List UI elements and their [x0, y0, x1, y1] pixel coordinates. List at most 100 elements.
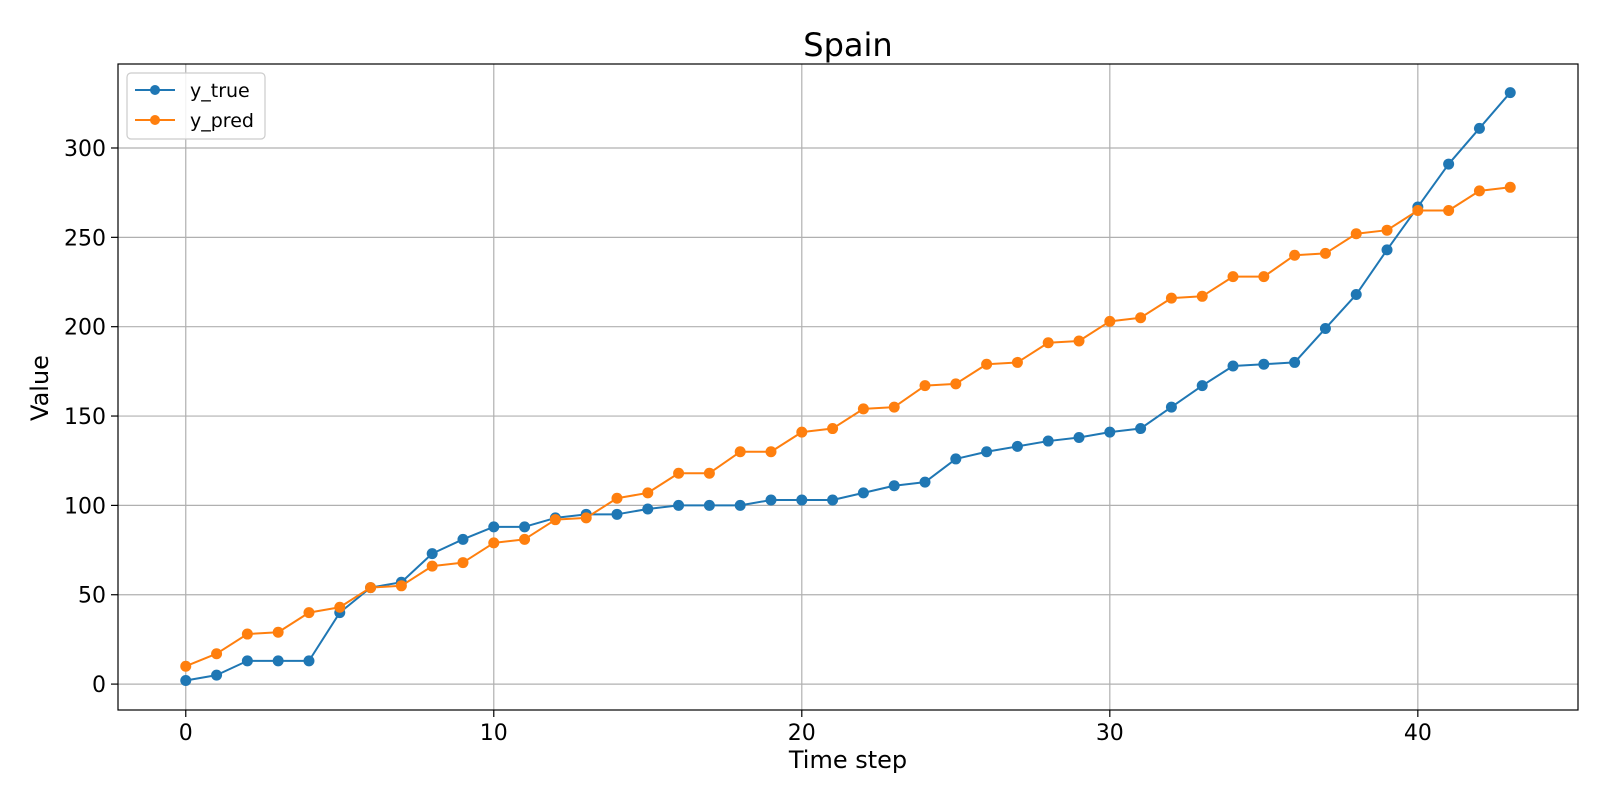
data-point-y-pred: [796, 426, 808, 438]
data-point-y-true: [1073, 431, 1085, 443]
data-point-y-pred: [981, 358, 993, 370]
data-point-y-true: [272, 655, 284, 667]
x-tick-label: 20: [788, 721, 816, 746]
data-point-y-pred: [642, 487, 654, 499]
data-point-y-pred: [395, 580, 407, 592]
legend-marker-y-pred: [150, 115, 160, 125]
y-tick-label: 50: [78, 584, 106, 609]
data-point-y-pred: [1196, 290, 1208, 302]
data-point-y-pred: [673, 467, 685, 479]
legend: y_true y_pred: [126, 72, 266, 140]
legend-marker-y-true: [150, 85, 160, 95]
data-point-y-pred: [1473, 185, 1485, 197]
data-point-y-pred: [765, 446, 777, 458]
data-point-y-pred: [426, 560, 438, 572]
data-point-y-true: [1350, 289, 1362, 301]
data-point-y-pred: [272, 626, 284, 638]
x-tick-label: 40: [1404, 721, 1432, 746]
data-point-y-pred: [180, 660, 192, 672]
data-point-y-true: [1165, 401, 1177, 413]
y-tick-label: 150: [64, 405, 106, 430]
data-point-y-true: [488, 521, 500, 533]
legend-label-y-true: y_true: [190, 80, 250, 102]
data-point-y-pred: [1227, 271, 1239, 283]
series-line-y-true: [185, 91, 1511, 682]
data-point-y-pred: [734, 446, 746, 458]
data-point-y-true: [827, 494, 839, 506]
data-point-y-true: [765, 494, 777, 506]
data-point-y-pred: [1011, 356, 1023, 368]
data-point-y-pred: [1135, 312, 1147, 324]
series-layer: [180, 87, 1516, 687]
data-point-y-true: [1227, 360, 1239, 372]
data-point-y-true: [1504, 87, 1516, 99]
data-point-y-pred: [1504, 181, 1516, 193]
data-point-y-true: [426, 548, 438, 560]
data-point-y-pred: [1289, 249, 1301, 261]
data-point-y-true: [1196, 380, 1208, 392]
series-y-pred: [180, 181, 1516, 672]
data-point-y-pred: [703, 467, 715, 479]
data-point-y-pred: [549, 514, 561, 526]
data-point-y-true: [1289, 356, 1301, 368]
x-tick-label: 10: [480, 721, 508, 746]
data-point-y-pred: [919, 380, 931, 392]
data-point-y-true: [1473, 122, 1485, 134]
data-point-y-true: [303, 655, 315, 667]
data-point-y-true: [888, 480, 900, 492]
y-tick-label: 200: [64, 316, 106, 341]
data-point-y-pred: [1104, 315, 1116, 327]
x-tick-label: 0: [179, 721, 193, 746]
data-point-y-true: [457, 533, 469, 545]
y-tick-label: 250: [64, 226, 106, 251]
data-point-y-pred: [1042, 337, 1054, 349]
series-y-true: [180, 87, 1516, 687]
data-point-y-true: [1443, 158, 1455, 170]
data-point-y-pred: [611, 492, 623, 504]
data-point-y-pred: [1443, 205, 1455, 217]
legend-label-y-pred: y_pred: [190, 110, 254, 132]
data-point-y-true: [1042, 435, 1054, 447]
data-point-y-pred: [241, 628, 253, 640]
ticks: 0 10 20 30 40 0 50 100 150 200 250 300: [64, 137, 1432, 746]
data-point-y-true: [611, 508, 623, 520]
data-point-y-true: [642, 503, 654, 515]
data-point-y-true: [1104, 426, 1116, 438]
series-line-y-pred: [185, 186, 1511, 668]
data-point-y-pred: [211, 648, 223, 660]
data-point-y-pred: [1165, 292, 1177, 304]
data-point-y-true: [950, 453, 962, 465]
data-point-y-pred: [857, 403, 869, 415]
x-axis-label: Time step: [788, 746, 907, 774]
data-point-y-pred: [1381, 224, 1393, 236]
data-point-y-pred: [457, 557, 469, 569]
data-point-y-pred: [488, 537, 500, 549]
data-point-y-true: [673, 499, 685, 511]
data-point-y-pred: [303, 607, 315, 619]
data-point-y-true: [1381, 244, 1393, 256]
data-point-y-true: [796, 494, 808, 506]
chart-title: Spain: [803, 26, 892, 64]
data-point-y-true: [1258, 358, 1270, 370]
data-point-y-true: [519, 521, 531, 533]
data-point-y-pred: [1258, 271, 1270, 283]
data-point-y-true: [734, 499, 746, 511]
data-point-y-pred: [519, 533, 531, 545]
data-point-y-pred: [827, 423, 839, 435]
data-point-y-true: [1135, 423, 1147, 435]
data-point-y-pred: [365, 582, 377, 594]
data-point-y-pred: [1319, 247, 1331, 259]
data-point-y-true: [1011, 440, 1023, 452]
data-point-y-true: [857, 487, 869, 499]
data-point-y-pred: [1350, 228, 1362, 240]
data-point-y-true: [180, 675, 192, 687]
data-point-y-true: [981, 446, 993, 458]
data-point-y-true: [1319, 322, 1331, 334]
data-point-y-pred: [580, 512, 592, 524]
data-point-y-true: [919, 476, 931, 488]
data-point-y-pred: [334, 601, 346, 613]
data-point-y-true: [241, 655, 253, 667]
y-tick-label: 0: [92, 673, 106, 698]
